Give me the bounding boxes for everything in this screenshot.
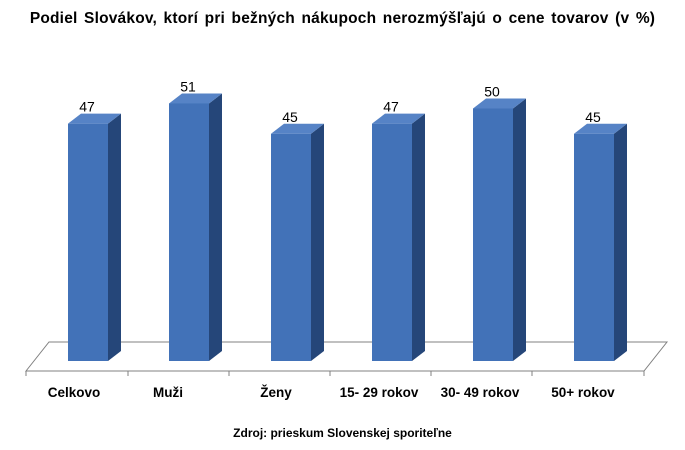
- bar-top-face: [574, 123, 627, 134]
- bar-front-face: [169, 103, 209, 361]
- bar-side-face: [614, 123, 627, 361]
- source-note: Zdroj: prieskum Slovenskej sporiteľne: [233, 426, 452, 440]
- bar-5: [473, 98, 526, 361]
- bar-side-face: [412, 113, 425, 362]
- category-label-4: 15- 29 rokov: [340, 385, 419, 400]
- bar-front-face: [372, 123, 412, 362]
- data-label-5: 50: [484, 84, 500, 100]
- bar-front-face: [473, 108, 513, 361]
- bar-3: [271, 123, 324, 361]
- bar-4: [372, 113, 425, 362]
- category-label-1: Celkovo: [48, 385, 101, 400]
- bar-top-face: [473, 98, 526, 109]
- data-label-3: 45: [282, 109, 298, 125]
- data-labels: 47 51 45 47 50 45: [79, 78, 601, 124]
- chart-floor: [24, 341, 669, 376]
- category-label-3: Ženy: [260, 385, 292, 400]
- data-label-1: 47: [79, 99, 95, 115]
- bar-6: [574, 123, 627, 361]
- category-axis: Celkovo Muži Ženy 15- 29 rokov 30- 49 rokov 5…: [48, 385, 615, 400]
- data-label-4: 47: [383, 99, 399, 115]
- chart-title: Podiel Slovákov, ktorí pri bežných nákup…: [29, 10, 656, 27]
- category-label-6: 50+ rokov: [551, 385, 615, 400]
- bar-side-face: [311, 123, 324, 361]
- category-label-5: 30- 49 rokov: [441, 385, 520, 400]
- bar-side-face: [209, 93, 222, 361]
- bar-front-face: [68, 123, 108, 362]
- bar-top-face: [169, 93, 222, 104]
- bar-1: [68, 113, 121, 362]
- chart-floor-plane: [24, 341, 669, 372]
- bar-side-face: [108, 113, 121, 362]
- bar-front-face: [574, 133, 614, 361]
- category-label-2: Muži: [153, 385, 183, 400]
- bar-top-face: [68, 113, 121, 124]
- bars: [68, 93, 627, 362]
- data-label-6: 45: [585, 109, 601, 125]
- bar-front-face: [271, 133, 311, 361]
- bar-top-face: [372, 113, 425, 124]
- bar-2: [169, 93, 222, 361]
- bar-top-face: [271, 123, 324, 134]
- bar-side-face: [513, 98, 526, 361]
- data-label-2: 51: [180, 78, 196, 94]
